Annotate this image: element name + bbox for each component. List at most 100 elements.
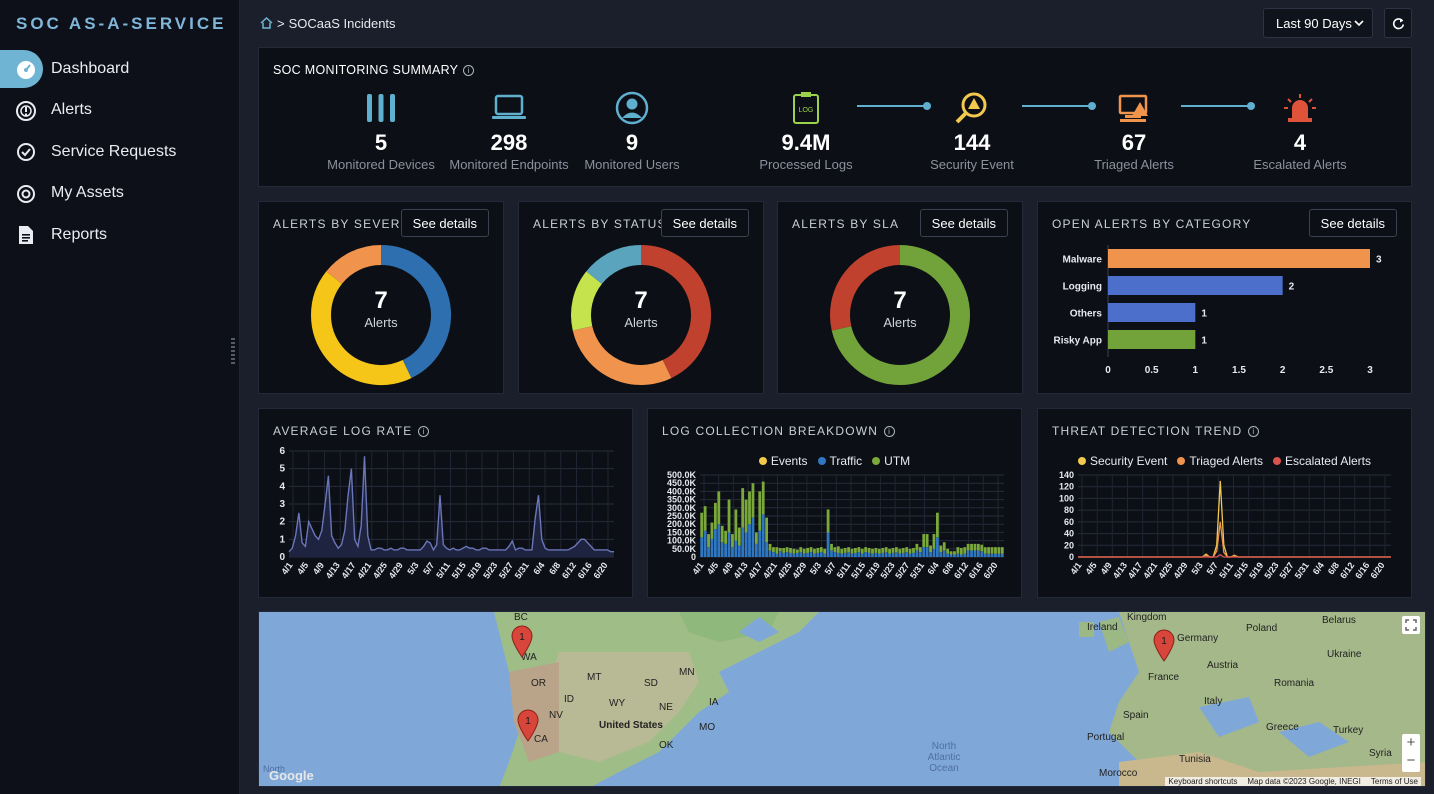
panel-title: ALERTS BY STATUS — [533, 217, 667, 231]
threat-detection-trend-panel: THREAT DETECTION TREND i Security Event … — [1037, 408, 1412, 598]
y-tick-label: 450.0K — [667, 478, 697, 488]
sidebar-item-service-requests[interactable]: Service Requests — [0, 131, 240, 173]
sidebar-item-label: My Assets — [51, 184, 124, 202]
info-icon[interactable]: i — [418, 425, 430, 437]
info-icon[interactable]: i — [463, 64, 475, 76]
legend-item[interactable]: Triaged Alerts — [1177, 454, 1263, 468]
x-tick-label: 5/27 — [1277, 560, 1295, 580]
stacked-bar-segment — [720, 542, 724, 557]
map-marker[interactable]: 1 — [516, 708, 540, 742]
stacked-bar-segment — [901, 552, 905, 557]
stacked-bar-segment — [799, 552, 803, 557]
stacked-bar-segment — [891, 547, 895, 553]
home-icon[interactable] — [260, 17, 273, 29]
map-marker[interactable]: 1 — [1152, 628, 1176, 662]
resize-grip-icon[interactable] — [231, 337, 235, 367]
sidebar-item-alerts[interactable]: Alerts — [0, 90, 240, 132]
legend-item[interactable]: Traffic — [817, 454, 862, 468]
y-tick-label: 300.0K — [667, 503, 697, 513]
sidebar-item-reports[interactable]: Reports — [0, 214, 240, 256]
category-label: Risky App — [1053, 336, 1102, 347]
map-label: Ukraine — [1327, 649, 1362, 660]
metric-escalated-alerts: 4 Escalated Alerts — [1230, 88, 1370, 172]
stacked-bar-segment — [823, 553, 827, 557]
chart-legend: Events Traffic UTM — [648, 454, 1021, 468]
x-tick-label: 1.5 — [1232, 365, 1246, 376]
legend-label: Escalated Alerts — [1284, 454, 1371, 468]
stacked-bar-segment — [819, 552, 823, 557]
metric-label: Monitored Endpoints — [449, 157, 569, 172]
stacked-bar-segment — [761, 514, 765, 557]
see-details-button[interactable]: See details — [400, 209, 489, 237]
x-tick-label: 6/16 — [1353, 560, 1371, 580]
donut-total: 7 — [893, 287, 907, 314]
sidebar-item-my-assets[interactable]: My Assets — [0, 173, 240, 215]
metric-label: Monitored Devices — [327, 157, 435, 172]
map-corner-text: North — [263, 764, 286, 774]
sidebar-item-label: Service Requests — [51, 142, 177, 160]
stacked-bar-segment — [973, 543, 977, 551]
stacked-bar-segment — [836, 552, 840, 557]
average-log-rate-panel: AVERAGE LOG RATE i 0 1 2 3 4 5 6 4/1 4/5 4/9 4/13 4… — [258, 408, 633, 598]
stacked-bar-segment — [833, 552, 837, 557]
trend-line — [1078, 553, 1391, 558]
stacked-bar-segment — [713, 529, 717, 557]
stacked-bar-segment — [717, 524, 721, 557]
x-tick-label: 5/31 — [1293, 560, 1311, 580]
see-details-button[interactable]: See details — [919, 209, 1008, 237]
stacked-bar-segment — [731, 547, 734, 557]
legend-item[interactable]: Events — [758, 454, 808, 468]
stacked-bar-segment — [737, 545, 741, 557]
zoom-in-button[interactable]: + — [1406, 734, 1416, 751]
status-donut-chart — [571, 245, 711, 385]
y-tick-label: 400.0K — [667, 486, 697, 496]
stacked-bar-segment — [813, 548, 816, 554]
x-tick-label: 5/15 — [849, 560, 867, 580]
info-icon[interactable]: i — [884, 425, 896, 437]
stacked-bar-segment — [953, 551, 956, 555]
stacked-bar-segment — [939, 552, 943, 557]
sidebar-item-dashboard[interactable]: Dashboard — [0, 48, 240, 90]
legend-item[interactable]: UTM — [872, 454, 910, 468]
stacked-bar-segment — [915, 543, 919, 551]
sla-donut: 7 Alerts — [825, 240, 975, 390]
map-marker[interactable]: 1 — [510, 624, 534, 658]
info-icon[interactable]: i — [1248, 425, 1260, 437]
stacked-bar-segment — [864, 547, 868, 553]
zoom-out-button[interactable]: − — [1406, 752, 1416, 769]
x-tick-label: 4/1 — [690, 560, 705, 576]
stacked-bar-segment — [703, 530, 707, 557]
geo-map[interactable]: BC WA OR NV CA MT ID WY NE MN IA MO OK S… — [258, 611, 1426, 787]
x-tick-label: 0.5 — [1145, 365, 1159, 376]
stacked-bar-segment — [932, 534, 936, 549]
map-label: Portugal — [1087, 732, 1125, 743]
legend-item[interactable]: Escalated Alerts — [1272, 454, 1371, 468]
dashboard-gauge-icon — [17, 61, 35, 79]
metric-value: 9 — [625, 130, 639, 155]
legend-item[interactable]: Security Event — [1077, 454, 1167, 468]
stacked-bar-segment — [894, 547, 898, 553]
x-tick-label: 6/12 — [560, 560, 578, 580]
keyboard-shortcuts-link[interactable]: Keyboard shortcuts — [1168, 777, 1238, 786]
date-range-select[interactable]: Last 90 Days — [1263, 8, 1373, 38]
stacked-bar-segment — [946, 553, 950, 557]
x-tick-label: 5/3 — [1189, 560, 1204, 576]
x-tick-label: 4/21 — [1141, 560, 1159, 580]
map-label: MN — [679, 667, 695, 678]
metric-label: Triaged Alerts — [1094, 157, 1174, 172]
map-label: Ireland — [1087, 622, 1118, 633]
map-label: North Atlantic Ocean — [927, 741, 961, 774]
map-label: WY — [609, 698, 626, 709]
terms-of-use-link[interactable]: Terms of Use — [1370, 777, 1418, 786]
stacked-bar-segment — [932, 548, 936, 557]
map-label: Kingdom — [1127, 612, 1167, 623]
panel-title: OPEN ALERTS BY CATEGORY — [1052, 217, 1252, 231]
x-tick-label: 4/5 — [1083, 560, 1098, 576]
stacked-bar-segment — [912, 547, 915, 553]
see-details-button[interactable]: See details — [660, 209, 749, 237]
fullscreen-button[interactable] — [1402, 616, 1420, 634]
see-details-button[interactable]: See details — [1308, 209, 1397, 237]
y-tick-label: 100 — [1059, 493, 1074, 503]
refresh-button[interactable] — [1384, 8, 1412, 38]
